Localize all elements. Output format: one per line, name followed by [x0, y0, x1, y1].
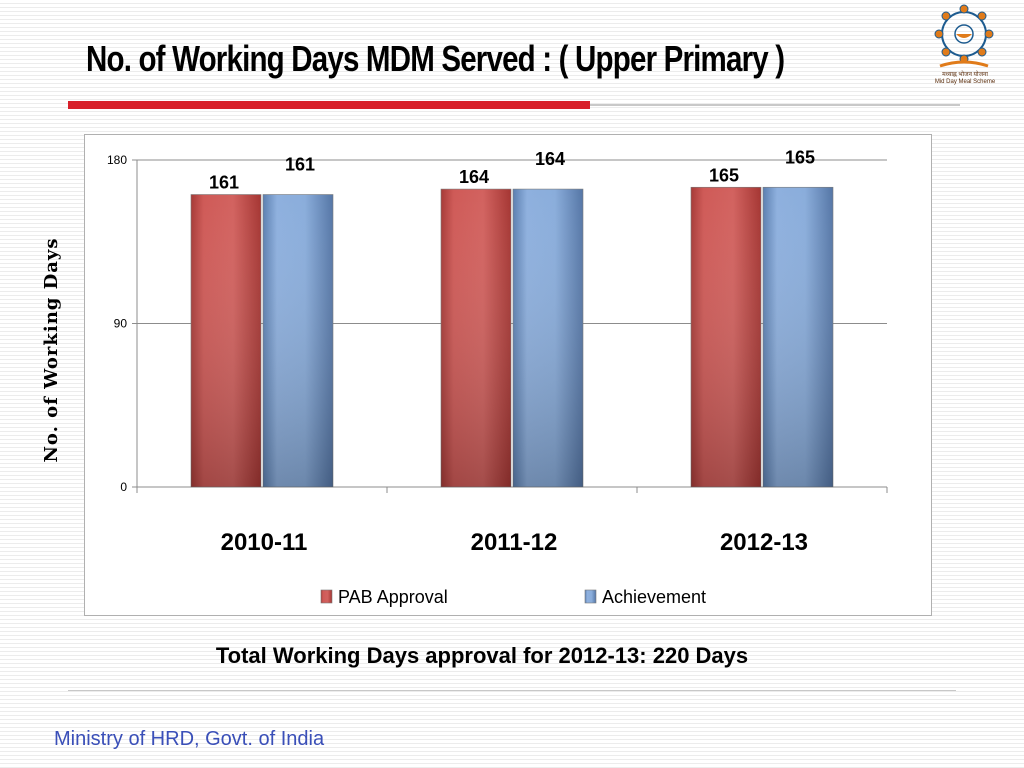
bar-shade — [263, 194, 333, 487]
data-label: 164 — [535, 149, 565, 169]
chart-area: 0 90 180 161 161 2010-11 164 164 2011-12 165 165 20… — [84, 134, 932, 616]
title-rule-extension — [590, 104, 960, 106]
bar-shade — [691, 187, 761, 487]
legend-swatch — [320, 589, 333, 604]
mid-day-meal-logo — [934, 4, 994, 68]
footer-text: Ministry of HRD, Govt. of India — [54, 728, 325, 750]
x-category-label: 2012-13 — [720, 529, 808, 556]
y-axis-title: No. of Working Days — [41, 237, 62, 463]
bar-chart: 0 90 180 161 161 2010-11 164 164 2011-12 165 165 20… — [107, 147, 888, 607]
logo-text-english: Mid Day Meal Scheme — [934, 79, 996, 85]
data-label: 165 — [785, 147, 815, 167]
bar-shade — [191, 194, 261, 487]
legend-label: Achievement — [602, 587, 706, 607]
y-tick-label: 0 — [120, 480, 127, 494]
data-label: 161 — [209, 173, 239, 193]
logo-text-hindi: मध्याह्न भोजन योजना — [942, 72, 988, 78]
title-rule — [68, 101, 590, 109]
data-label: 165 — [709, 165, 739, 185]
y-tick-label: 90 — [114, 317, 128, 331]
data-label: 161 — [285, 155, 315, 175]
data-label: 164 — [459, 167, 489, 187]
y-tick-label: 180 — [107, 153, 127, 167]
footer-rule — [68, 690, 956, 691]
slide-title: No. of Working Days MDM Served : ( Upper… — [86, 38, 785, 79]
bar-shade — [441, 189, 511, 488]
legend-swatch — [584, 589, 597, 604]
x-category-label: 2011-12 — [471, 529, 558, 556]
x-category-label: 2010-11 — [221, 529, 308, 556]
legend-label: PAB Approval — [338, 587, 448, 607]
slide-subtitle: Total Working Days approval for 2012-13:… — [215, 643, 749, 668]
bar-shade — [513, 189, 583, 488]
bar-shade — [763, 187, 833, 487]
